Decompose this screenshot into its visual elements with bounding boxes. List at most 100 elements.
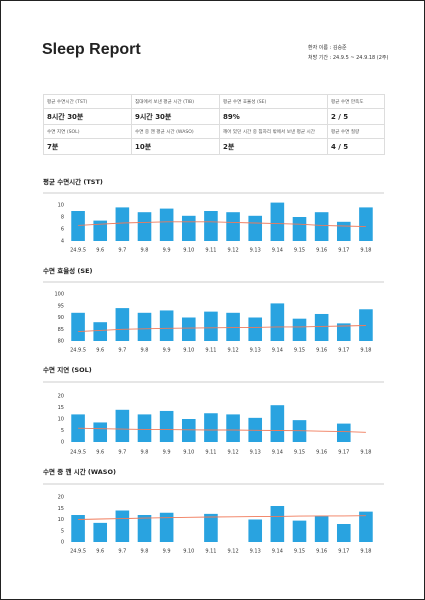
y-tick-label: 90 — [58, 315, 64, 321]
x-tick-label: 9.10 — [183, 450, 194, 456]
patient-name: 환자 이름 : 김승준 — [308, 45, 347, 51]
report-title: Sleep Report — [42, 41, 141, 58]
bar — [159, 208, 174, 241]
x-tick-label: 9.16 — [316, 549, 327, 555]
x-tick-label: 9.15 — [294, 348, 305, 354]
trend-line — [78, 427, 366, 433]
bar — [159, 310, 174, 341]
x-tick-label: 9.13 — [250, 248, 261, 254]
x-tick-label: 9.7 — [118, 348, 126, 354]
bar — [71, 312, 85, 341]
bar — [204, 513, 218, 542]
x-tick-label: 9.7 — [118, 248, 126, 254]
bar — [115, 409, 130, 442]
cell-value: 10분 — [131, 138, 220, 155]
x-tick-label: 9.15 — [294, 450, 305, 456]
bar — [226, 312, 240, 341]
chart-title: 평균 수면시간 (TST) — [43, 177, 103, 186]
x-tick-label: 24.9.5 — [70, 450, 86, 456]
x-tick-label: 9.12 — [228, 248, 239, 254]
bar — [226, 414, 240, 442]
x-tick-label: 9.15 — [294, 549, 305, 555]
bar — [314, 516, 329, 542]
bar — [93, 220, 108, 241]
x-tick-label: 9.7 — [118, 450, 126, 456]
x-tick-label: 9.16 — [316, 450, 327, 456]
bar — [248, 215, 263, 241]
bar — [248, 519, 263, 542]
x-tick-label: 24.9.5 — [70, 348, 86, 354]
x-tick-label: 24.9.5 — [70, 248, 86, 254]
x-tick-label: 9.10 — [183, 549, 194, 555]
bar — [115, 207, 130, 241]
x-tick-label: 9.6 — [96, 348, 104, 354]
bar — [336, 423, 351, 442]
x-tick-label: 9.17 — [338, 348, 349, 354]
trend-line — [78, 221, 366, 228]
y-tick-label: 0 — [61, 540, 64, 546]
summary-table: 평균 수면시간 (TST) 침대에서 보낸 평균 시간 (TIB) 평균 수면 효율… — [43, 94, 385, 155]
y-tick-label: 0 — [61, 440, 64, 446]
y-tick-label: 15 — [58, 405, 64, 411]
y-tick-label: 5 — [61, 528, 64, 534]
bar — [71, 414, 85, 442]
bar — [226, 212, 240, 241]
bar — [71, 515, 85, 542]
x-tick-label: 9.14 — [272, 248, 283, 254]
bar — [292, 217, 307, 241]
bar — [159, 512, 174, 542]
prescription-period: 처방 기간 : 24.9.5 ~ 24.9.18 (2주) — [308, 55, 389, 61]
x-tick-label: 9.8 — [141, 248, 149, 254]
bar — [137, 414, 152, 442]
y-tick-label: 4 — [61, 239, 64, 245]
x-tick-label: 9.14 — [272, 549, 283, 555]
bar — [159, 410, 174, 442]
x-tick-label: 9.18 — [360, 348, 371, 354]
x-tick-label: 9.17 — [338, 248, 349, 254]
bar — [93, 422, 108, 442]
x-tick-label: 9.17 — [338, 549, 349, 555]
x-tick-label: 9.6 — [96, 450, 104, 456]
y-tick-label: 5 — [61, 428, 64, 434]
x-tick-label: 9.12 — [228, 348, 239, 354]
x-tick-label: 9.9 — [163, 248, 171, 254]
bar — [359, 511, 373, 542]
x-tick-label: 9.10 — [183, 248, 194, 254]
x-tick-label: 9.13 — [250, 348, 261, 354]
y-tick-label: 6 — [61, 227, 64, 233]
y-tick-label: 85 — [58, 327, 64, 333]
x-tick-label: 9.8 — [141, 450, 149, 456]
x-tick-label: 9.11 — [205, 248, 216, 254]
x-tick-label: 9.11 — [205, 450, 216, 456]
bar — [270, 405, 285, 442]
bar — [314, 212, 329, 241]
y-tick-label: 10 — [58, 517, 64, 523]
x-tick-label: 9.18 — [360, 549, 371, 555]
trend-line — [78, 515, 366, 520]
bar — [270, 303, 285, 341]
x-tick-label: 9.13 — [250, 450, 261, 456]
bar — [336, 524, 351, 542]
x-tick-label: 9.12 — [228, 549, 239, 555]
x-tick-label: 9.11 — [205, 348, 216, 354]
bar — [314, 313, 329, 341]
bar — [336, 221, 351, 241]
bar — [71, 211, 85, 241]
x-tick-label: 9.9 — [163, 450, 171, 456]
chart-title: 수면 지연 (SOL) — [43, 365, 92, 374]
bar — [204, 311, 218, 341]
bar — [115, 510, 130, 542]
x-tick-label: 9.14 — [272, 348, 283, 354]
bar — [359, 309, 373, 341]
y-tick-label: 15 — [58, 506, 64, 512]
bar — [292, 520, 307, 542]
bar — [137, 212, 152, 241]
y-tick-label: 80 — [58, 339, 64, 345]
x-tick-label: 9.7 — [118, 549, 126, 555]
x-tick-label: 9.12 — [228, 450, 239, 456]
bar — [181, 317, 196, 341]
y-tick-label: 20 — [58, 394, 64, 400]
x-tick-label: 9.8 — [141, 549, 149, 555]
x-tick-label: 9.16 — [316, 348, 327, 354]
